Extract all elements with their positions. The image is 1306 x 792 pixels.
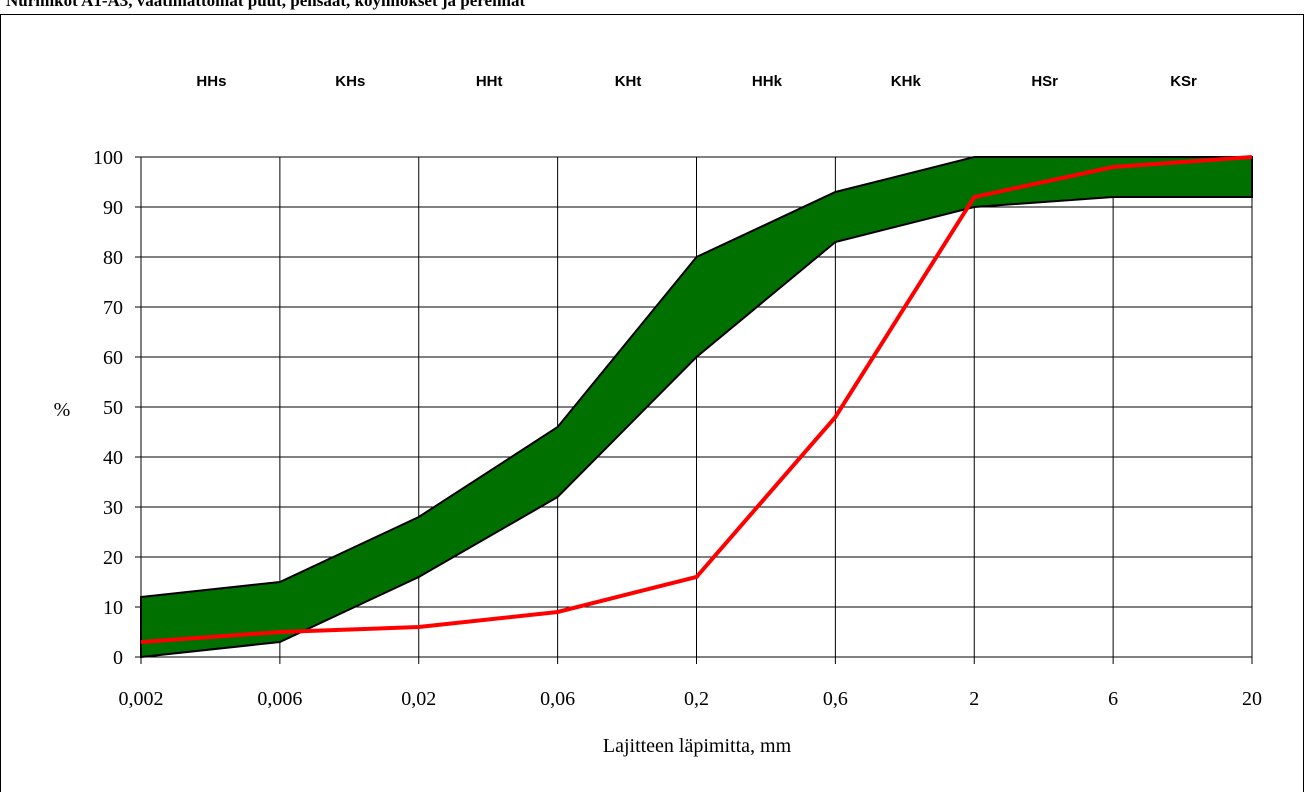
envelope-band [140,156,1253,659]
class-label: KHt [615,73,642,90]
class-label: KHk [891,73,922,90]
y-tick-label: 60 [103,347,123,369]
y-tick-label: 40 [103,447,123,469]
y-tick-label: 50 [103,397,123,419]
y-tick-label: 30 [103,497,123,519]
x-tick-label: 6 [1108,688,1118,710]
y-tick-label: 100 [93,147,123,169]
grading-curve-line [140,155,1253,644]
x-tick-label: 0,006 [257,688,302,710]
y-tick-label: 80 [103,247,123,269]
envelope-band-area [140,156,1253,659]
x-tick-label: 20 [1242,688,1262,710]
class-label: KHs [335,73,365,90]
chart-frame [0,14,1304,792]
y-axis-label: % [54,399,71,421]
y-tick-label: 10 [103,597,123,619]
y-tick-label: 90 [103,197,123,219]
x-tick-label: 0,02 [401,688,436,710]
class-label: HHk [752,73,783,90]
chart-title: Nurmikot A1-A3, vaatimattomat puut, pens… [6,0,526,10]
class-label: KSr [1170,73,1197,90]
series-layer [140,155,1253,644]
x-tick-label: 2 [969,688,979,710]
x-axis-label: Lajitteen läpimitta, mm [603,735,792,757]
x-tick-label: 0,06 [540,688,575,710]
class-label: HHs [196,73,226,90]
class-labels: HHs KHs HHt KHt HHk KHk HSr KSr [196,73,1197,90]
class-label: HSr [1031,73,1058,90]
x-tick-label: 0,2 [684,688,709,710]
y-tick-labels: 0 10 20 30 40 50 60 70 80 90 100 [93,147,123,669]
y-tick-label: 0 [113,647,123,669]
x-tick-labels: 0,002 0,006 0,02 0,06 0,2 0,6 2 6 20 [119,688,1263,710]
x-tick-label: 0,6 [823,688,848,710]
y-tick-label: 20 [103,547,123,569]
x-tick-label: 0,002 [119,688,164,710]
class-label: HHt [476,73,503,90]
y-tick-label: 70 [103,297,123,319]
